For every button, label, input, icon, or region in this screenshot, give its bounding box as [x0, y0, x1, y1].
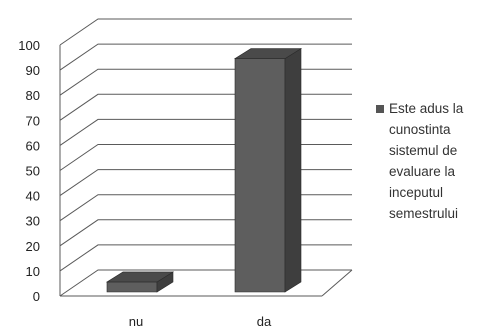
x-tick-label: nu	[129, 314, 143, 329]
x-tick-labels: nu da	[129, 314, 272, 329]
bar-top-nu	[105, 271, 175, 283]
bar-side-da	[284, 48, 302, 293]
bar-top-da	[233, 48, 303, 59]
bar-front-nu	[106, 281, 158, 293]
legend: Este adus la cunostinta sistemul de eval…	[376, 101, 464, 221]
y-tick-label: 100	[18, 38, 40, 53]
floor-right-edge	[321, 269, 353, 297]
legend-line: cunostinta	[389, 122, 451, 137]
gridline	[59, 18, 352, 46]
gridline	[59, 93, 352, 121]
legend-marker	[376, 105, 384, 113]
legend-line: evaluare la	[389, 164, 456, 179]
gridline	[59, 144, 352, 171]
bar-front-da	[234, 58, 286, 293]
y-tick-label: 40	[26, 189, 40, 204]
y-tick-label: 90	[26, 63, 40, 78]
y-tick-labels: 0 10 20 30 40 50 60 70 80 90 100	[18, 38, 40, 304]
y-axis	[59, 45, 353, 297]
x-tick-label: da	[257, 314, 272, 329]
gridline	[59, 269, 352, 297]
gridline	[59, 244, 352, 272]
bars	[105, 48, 303, 293]
y-tick-label: 60	[26, 138, 40, 153]
legend-line: sistemul de	[389, 143, 457, 158]
gridline	[59, 118, 352, 146]
y-tick-label: 20	[26, 239, 40, 254]
y-tick-label: 70	[26, 113, 40, 128]
y-tick-label: 30	[26, 214, 40, 229]
legend-line: Este adus la	[389, 101, 464, 116]
gridlines	[59, 18, 352, 297]
gridline	[59, 219, 352, 247]
y-tick-label: 80	[26, 88, 40, 103]
legend-line: semestrului	[389, 206, 458, 221]
gridline	[59, 169, 352, 197]
y-tick-label: 50	[26, 164, 40, 179]
y-tick-label: 0	[33, 289, 40, 304]
y-tick-label: 10	[26, 264, 40, 279]
gridline	[59, 68, 352, 96]
gridline	[59, 43, 352, 71]
legend-line: inceputul	[389, 185, 443, 200]
gridline	[59, 194, 352, 222]
